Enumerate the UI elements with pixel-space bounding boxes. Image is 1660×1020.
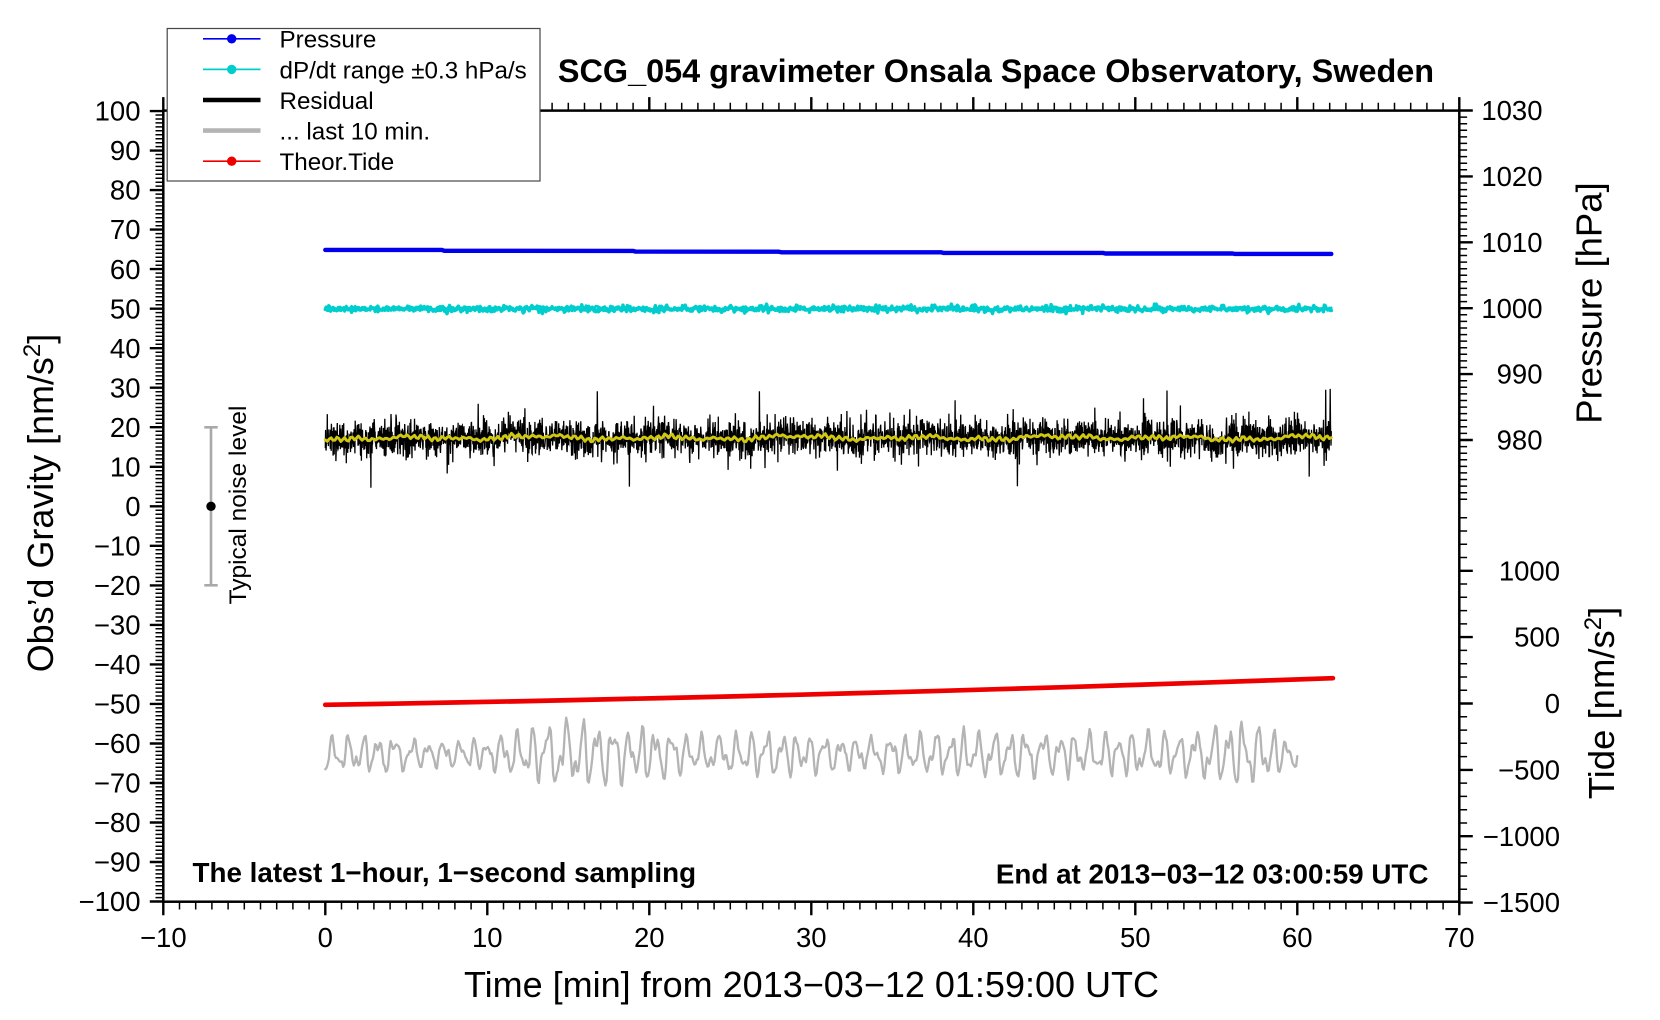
svg-text:dP/dt range ±0.3 hPa/s: dP/dt range ±0.3 hPa/s [280,57,527,84]
svg-text:80: 80 [110,175,141,206]
svg-text:70: 70 [110,214,141,245]
svg-text:1030: 1030 [1481,95,1542,126]
svg-text:30: 30 [796,922,827,953]
svg-text:SCG_054 gravimeter Onsala Spac: SCG_054 gravimeter Onsala Space Observat… [558,53,1434,89]
svg-text:Obs’d Gravity [nm/s2]: Obs’d Gravity [nm/s2] [19,334,61,672]
svg-text:50: 50 [110,293,141,324]
svg-text:990: 990 [1497,359,1543,390]
svg-text:0: 0 [1545,688,1560,719]
svg-text:Theor.Tide: Theor.Tide [280,149,395,176]
svg-text:70: 70 [1444,922,1475,953]
svg-text:100: 100 [95,96,141,127]
svg-text:980: 980 [1497,425,1543,456]
svg-text:−90: −90 [94,847,141,878]
svg-text:−10: −10 [94,530,141,561]
svg-text:500: 500 [1514,622,1560,653]
svg-text:0: 0 [125,491,140,522]
svg-text:40: 40 [958,922,989,953]
svg-text:−30: −30 [94,610,141,641]
svg-text:The latest 1−hour, 1−second sa: The latest 1−hour, 1−second sampling [193,857,697,888]
svg-text:30: 30 [110,372,141,403]
svg-text:−60: −60 [94,728,141,759]
svg-text:40: 40 [110,333,141,364]
svg-text:−20: −20 [94,570,141,601]
svg-text:−1000: −1000 [1483,821,1560,852]
svg-text:Time [min] from 2013−03−12 01:: Time [min] from 2013−03−12 01:59:00 UTC [464,964,1159,1005]
svg-text:−10: −10 [140,922,187,953]
svg-text:1000: 1000 [1499,555,1560,586]
svg-text:... last 10 min.: ... last 10 min. [280,119,431,146]
svg-text:1010: 1010 [1481,227,1542,258]
svg-text:Residual: Residual [280,88,374,115]
svg-text:60: 60 [110,254,141,285]
svg-text:Typical noise level: Typical noise level [225,406,252,605]
svg-text:−40: −40 [94,649,141,680]
svg-text:1020: 1020 [1481,161,1542,192]
svg-text:−70: −70 [94,768,141,799]
svg-text:10: 10 [472,922,503,953]
svg-text:50: 50 [1120,922,1151,953]
svg-text:−80: −80 [94,807,141,838]
svg-text:−1500: −1500 [1483,887,1560,918]
svg-text:90: 90 [110,135,141,166]
svg-text:Pressure: Pressure [280,27,377,54]
svg-text:Pressure [hPa]: Pressure [hPa] [1569,182,1610,423]
svg-text:1000: 1000 [1481,293,1542,324]
svg-text:−500: −500 [1498,755,1560,786]
svg-text:20: 20 [634,922,665,953]
svg-text:−50: −50 [94,689,141,720]
svg-text:−100: −100 [79,886,141,917]
svg-text:Tide [nm/s2]: Tide [nm/s2] [1580,607,1622,800]
svg-text:0: 0 [318,922,333,953]
svg-text:End at 2013−03−12 03:00:59 UTC: End at 2013−03−12 03:00:59 UTC [996,859,1429,890]
svg-text:60: 60 [1282,922,1313,953]
svg-text:20: 20 [110,412,141,443]
svg-text:10: 10 [110,451,141,482]
